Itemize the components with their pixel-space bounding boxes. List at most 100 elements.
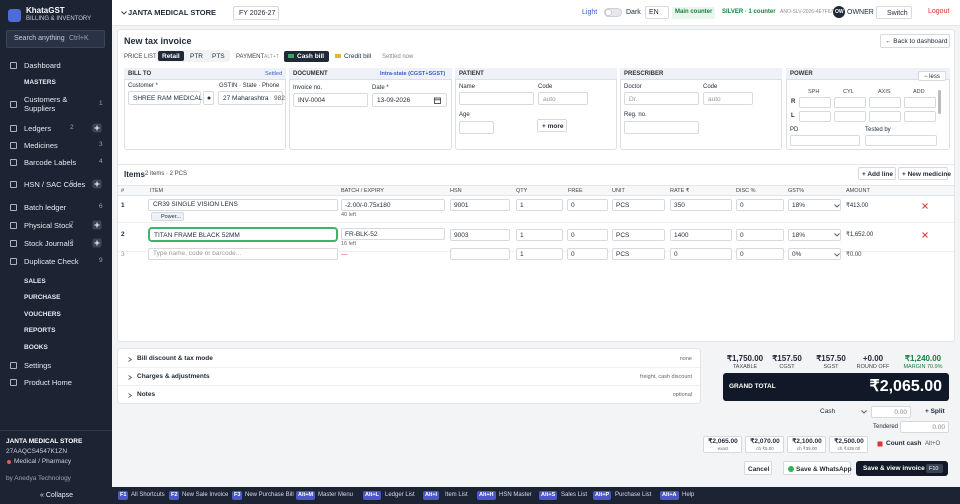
unit-input[interactable]: PCS — [612, 199, 665, 211]
expand-arrow[interactable] — [128, 375, 132, 380]
nav-item[interactable]: Dashboard — [24, 61, 61, 70]
nav-item[interactable]: Settings — [24, 361, 52, 370]
whatsapp-button[interactable]: Save & WhatsApp — [783, 461, 852, 475]
unit-input[interactable]: PCS — [612, 229, 665, 241]
shortcut-key[interactable]: Alt+L — [363, 491, 381, 500]
qty-input[interactable]: 1 — [516, 199, 563, 211]
quick-cash-button[interactable]: ₹2,500.00 ch ₹435.00 — [829, 436, 868, 453]
batch-input[interactable]: -2.00/-0.75x180 — [341, 199, 445, 211]
nav-add-button[interactable] — [92, 179, 102, 189]
split-button[interactable]: + Split — [921, 406, 949, 418]
delete-button[interactable] — [922, 232, 928, 238]
gst-input[interactable]: 0% — [788, 248, 841, 260]
hsn-input[interactable]: 9003 — [450, 229, 510, 241]
pd-input[interactable] — [790, 135, 860, 146]
nav-item[interactable]: Medicines — [24, 141, 58, 150]
collapse-button[interactable]: « Collapse — [40, 492, 74, 499]
quick-cash-button[interactable]: ₹2,100.00 ch ₹35.00 — [787, 436, 826, 453]
nav-section[interactable]: REPORTS — [24, 327, 56, 334]
gstin-input[interactable]: 27 Maharashtra 982 — [218, 91, 285, 105]
nav-section[interactable]: VOUCHERS — [24, 311, 61, 318]
payment-mode-select[interactable]: Cash — [814, 406, 869, 418]
rate-input[interactable]: 0 — [670, 248, 732, 260]
new-medicine-button[interactable]: + New medicine — [898, 167, 951, 180]
quick-cash-button[interactable]: ₹2,065.00 exact — [703, 436, 742, 453]
shortcut-label[interactable]: New Purchase Bill — [245, 492, 294, 498]
prescriber-code-input[interactable]: auto — [703, 92, 753, 105]
shortcut-label[interactable]: New Sale Invoice — [182, 492, 229, 498]
reg-input[interactable] — [624, 121, 699, 134]
expand-arrow[interactable] — [128, 357, 132, 362]
hsn-input[interactable] — [450, 248, 510, 260]
power-input[interactable] — [904, 111, 936, 122]
nav-item[interactable]: HSN / SAC Codes — [24, 180, 86, 189]
power-input[interactable] — [904, 97, 936, 108]
shortcut-key[interactable]: Alt+I — [423, 491, 440, 500]
language-selector[interactable]: EN — [645, 6, 669, 19]
expand-arrow[interactable] — [128, 393, 132, 398]
free-input[interactable]: 0 — [567, 229, 608, 241]
adjustment-label[interactable]: Bill discount & tax mode — [137, 355, 213, 362]
free-input[interactable]: 0 — [567, 199, 608, 211]
age-input[interactable] — [459, 121, 494, 134]
disc-input[interactable]: 0 — [736, 229, 784, 241]
nav-section[interactable]: SALES — [24, 278, 46, 285]
power-input[interactable] — [869, 97, 901, 108]
back-button[interactable]: ← Back to dashboard — [880, 34, 950, 48]
nav-item[interactable]: Barcode Labels — [24, 158, 77, 167]
shortcut-key[interactable]: F3 — [232, 491, 243, 500]
nav-item[interactable]: Batch ledger — [24, 203, 67, 212]
nav-add-button[interactable] — [92, 123, 102, 133]
save-button[interactable]: Save & view invoice F10 — [856, 461, 948, 476]
nav-add-button[interactable] — [92, 238, 102, 248]
shortcut-key[interactable]: Alt+P — [593, 491, 612, 500]
cash-bill-button[interactable]: Cash bill — [284, 51, 329, 62]
delete-button[interactable] — [922, 203, 928, 209]
store-selector[interactable]: JANTA MEDICAL STORE — [128, 8, 217, 17]
nav-item[interactable]: Customers & Suppliers — [24, 95, 68, 113]
date-input[interactable]: 13-09-2026 — [372, 93, 447, 107]
credit-bill-button[interactable]: Credit bill — [331, 51, 377, 62]
item-input[interactable]: CR39 SINGLE VISION LENS — [148, 199, 338, 211]
hsn-input[interactable]: 9001 — [450, 199, 510, 211]
disc-input[interactable]: 0 — [736, 248, 784, 260]
shortcut-key[interactable]: F2 — [169, 491, 180, 500]
power-chip[interactable]: Power... — [151, 212, 184, 221]
shortcut-label[interactable]: Item List — [445, 492, 468, 498]
shortcut-label[interactable]: Ledger List — [385, 492, 415, 498]
code-input[interactable]: auto — [538, 92, 588, 105]
price-option[interactable]: PTR — [186, 51, 207, 61]
nav-item[interactable]: Ledgers — [24, 124, 52, 133]
nav-item[interactable]: Stock Journals — [24, 239, 74, 248]
tested-by-input[interactable] — [865, 135, 937, 146]
theme-toggle[interactable] — [604, 8, 622, 17]
price-option[interactable]: PTS — [208, 51, 229, 61]
invoice-no-input[interactable]: INV-0004 — [293, 93, 368, 107]
disc-input[interactable]: 0 — [736, 199, 784, 211]
customer-input[interactable]: SHREE RAM MEDICAL — [128, 91, 202, 105]
theme-dark[interactable]: Dark — [626, 9, 641, 16]
batch-input[interactable]: FR-BLK-52 — [341, 228, 445, 240]
nav-section[interactable]: MASTERS — [24, 79, 56, 86]
adjustment-label[interactable]: Notes — [137, 391, 156, 398]
power-toggle[interactable]: − less — [918, 71, 946, 81]
rate-input[interactable]: 350 — [670, 199, 732, 211]
price-option[interactable]: Retail — [158, 51, 184, 61]
theme-light[interactable]: Light — [582, 9, 598, 16]
shortcut-key[interactable]: Alt+M — [296, 491, 316, 500]
logout-button[interactable]: Logout — [928, 8, 950, 15]
nav-add-button[interactable] — [92, 220, 102, 230]
gst-input[interactable]: 18% — [788, 229, 841, 241]
shortcut-label[interactable]: Master Menu — [318, 492, 354, 498]
power-input[interactable] — [869, 111, 901, 122]
gst-input[interactable]: 18% — [788, 199, 841, 211]
item-input[interactable]: Type name, code or barcode... — [148, 248, 338, 260]
count-cash-button[interactable]: Count cash — [886, 440, 922, 447]
rate-input[interactable]: 1400 — [670, 229, 732, 241]
more-button[interactable]: + more — [537, 119, 567, 132]
nav-section[interactable]: PURCHASE — [24, 294, 61, 301]
nav-item[interactable]: Product Home — [24, 378, 72, 387]
shortcut-key[interactable]: F1 — [118, 491, 129, 500]
shortcut-label[interactable]: Sales List — [561, 492, 588, 498]
item-input[interactable]: TITAN FRAME BLACK 52MM — [148, 227, 338, 242]
